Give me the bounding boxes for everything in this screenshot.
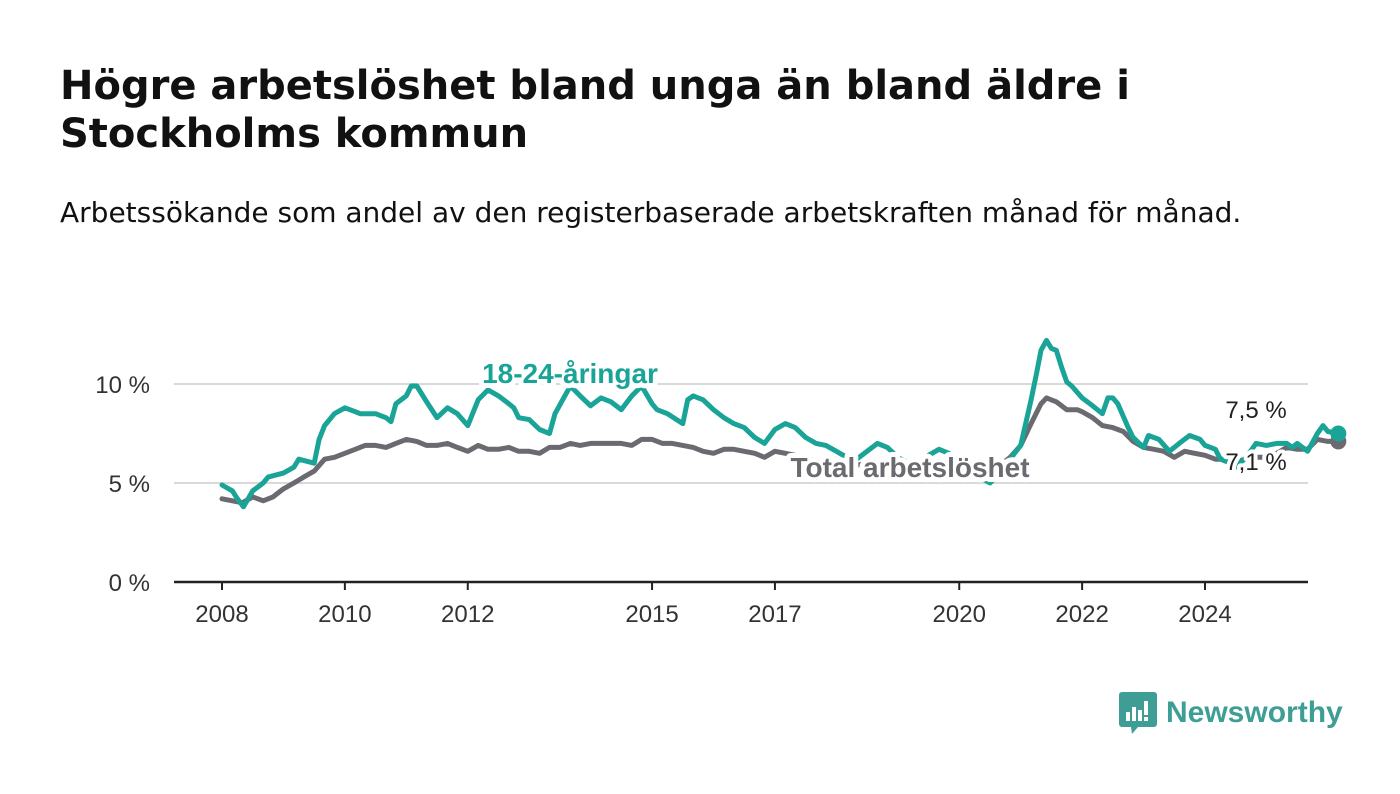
series-label-youth: 18-24-åringar [482, 358, 658, 389]
x-tick-label: 2020 [933, 601, 986, 628]
axes: 0 % 5 % 10 % 2008 2010 2012 2015 2017 2020 2022 20… [95, 372, 1308, 628]
x-tick-label: 2010 [318, 601, 371, 628]
x-tick-label: 2012 [441, 601, 494, 628]
newsworthy-logo-icon [1119, 692, 1157, 734]
series-line-total [219, 395, 1341, 506]
chart-title: Högre arbetslöshet bland unga än bland ä… [60, 63, 1130, 157]
x-tick-label: 2024 [1178, 601, 1231, 628]
x-tick-label: 2017 [748, 601, 801, 628]
series-lines [219, 337, 1347, 510]
labels: 18-24-åringar Total arbetslöshet 7,5 % 7,1 … [477, 353, 1291, 488]
chart-subtitle: Arbetssökande som andel av den registerb… [60, 196, 1242, 229]
series-label-total: Total arbetslöshet [790, 452, 1029, 483]
y-tick-label: 10 % [95, 372, 150, 399]
y-tick-label: 5 % [109, 471, 150, 498]
end-value-label-youth: 7,5 % [1225, 397, 1286, 424]
series-line-youth [219, 337, 1341, 510]
gridlines [174, 383, 1308, 484]
x-tick-label: 2008 [195, 601, 248, 628]
x-tick-label: 2022 [1055, 601, 1108, 628]
end-value-label-total: 7,1 % [1225, 449, 1286, 476]
y-tick-label: 0 % [109, 570, 150, 597]
newsworthy-brand: Newsworthy [1118, 690, 1343, 736]
brand-name: Newsworthy [1166, 696, 1343, 729]
series-end-dot-youth [1330, 425, 1347, 442]
x-tick-label: 2015 [625, 601, 678, 628]
